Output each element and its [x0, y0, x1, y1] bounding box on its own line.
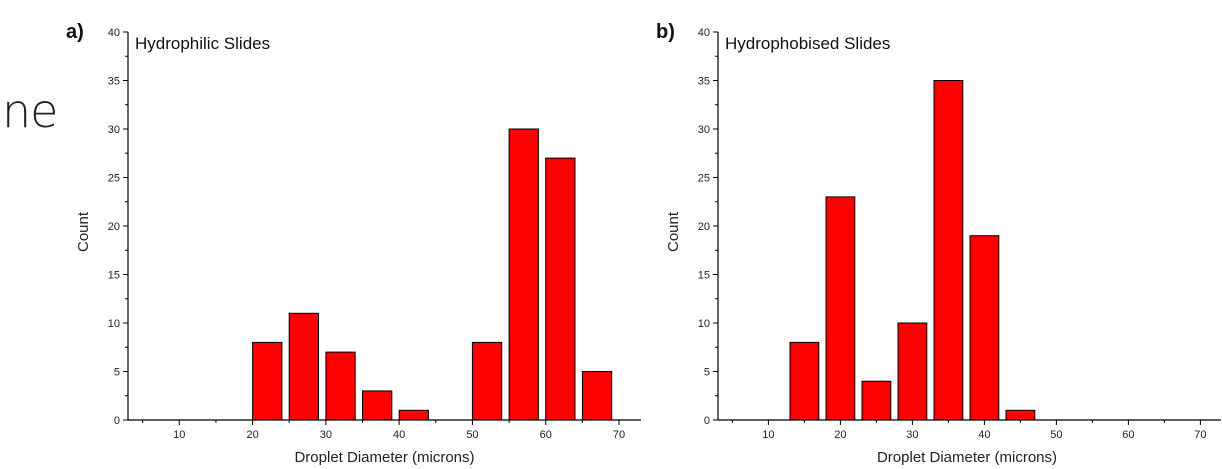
- histogram-bar: [825, 196, 856, 421]
- histogram-bar: [288, 312, 320, 421]
- chart-title: Hydrophobised Slides: [725, 34, 890, 53]
- x-tick-label: 60: [540, 429, 552, 441]
- x-axis-title: Droplet Diameter (microns): [294, 449, 474, 466]
- histogram-bar: [325, 351, 356, 421]
- y-tick-label: 10: [698, 318, 710, 330]
- x-tick-label: 30: [320, 429, 332, 441]
- histogram-bar: [398, 409, 430, 421]
- histogram-bar: [362, 390, 393, 421]
- y-tick-label: 0: [704, 415, 710, 427]
- histogram-bar: [861, 380, 892, 421]
- x-tick-label: 40: [978, 429, 990, 441]
- y-tick-label: 40: [698, 27, 710, 39]
- page-fragment-text: ne: [2, 84, 58, 138]
- histogram-bar: [471, 341, 503, 421]
- histogram-bar: [545, 157, 576, 421]
- x-tick-label: 40: [393, 429, 405, 441]
- x-tick-label: 70: [613, 429, 625, 441]
- x-tick-label: 20: [246, 429, 258, 441]
- histogram-bar: [1005, 409, 1036, 421]
- panel-label: a): [66, 21, 84, 43]
- x-tick-label: 50: [466, 429, 478, 441]
- x-tick-label: 70: [1194, 429, 1206, 441]
- y-tick-label: 30: [698, 124, 710, 136]
- y-axis-title: Count: [75, 211, 92, 252]
- histogram-bar: [897, 322, 928, 421]
- chart-panel-b: 0 5 10 15 20 25 30 35 40 10 20 30 40 50 60 70 Droplet Di…: [656, 21, 1221, 466]
- y-tick-label: 10: [108, 318, 120, 330]
- y-tick-label: 40: [108, 27, 120, 39]
- y-tick-label: 20: [108, 221, 120, 233]
- histogram-bar: [508, 128, 539, 421]
- y-tick-label: 5: [114, 367, 120, 379]
- y-tick-label: 35: [698, 76, 710, 88]
- x-axis-title: Droplet Diameter (microns): [877, 449, 1057, 466]
- x-tick-label: 10: [762, 429, 774, 441]
- y-tick-label: 15: [698, 270, 710, 282]
- chart-title: Hydrophilic Slides: [135, 34, 270, 53]
- y-tick-label: 5: [704, 367, 710, 379]
- y-axis-title: Count: [665, 211, 682, 252]
- x-tick-label: 50: [1050, 429, 1062, 441]
- y-tick-label: 20: [698, 221, 710, 233]
- chart-panel-a: 0 5 10 15 20 25 30 35 40 10 20 30 40 50 60 70 Droplet Di…: [66, 21, 641, 466]
- panel-label: b): [656, 21, 675, 43]
- y-tick-label: 35: [108, 76, 120, 88]
- y-tick-label: 15: [108, 270, 120, 282]
- x-tick-label: 60: [1122, 429, 1134, 441]
- y-tick-label: 0: [114, 415, 120, 427]
- histogram-bar: [581, 371, 613, 421]
- histogram-bar: [969, 235, 1000, 421]
- x-tick-label: 20: [834, 429, 846, 441]
- y-tick-label: 25: [698, 173, 710, 185]
- histogram-bar: [933, 80, 964, 421]
- y-tick-label: 25: [108, 173, 120, 185]
- y-tick-label: 30: [108, 124, 120, 136]
- histogram-bar: [252, 341, 283, 421]
- histogram-bar: [789, 341, 820, 421]
- x-tick-label: 10: [173, 429, 185, 441]
- x-tick-label: 30: [906, 429, 918, 441]
